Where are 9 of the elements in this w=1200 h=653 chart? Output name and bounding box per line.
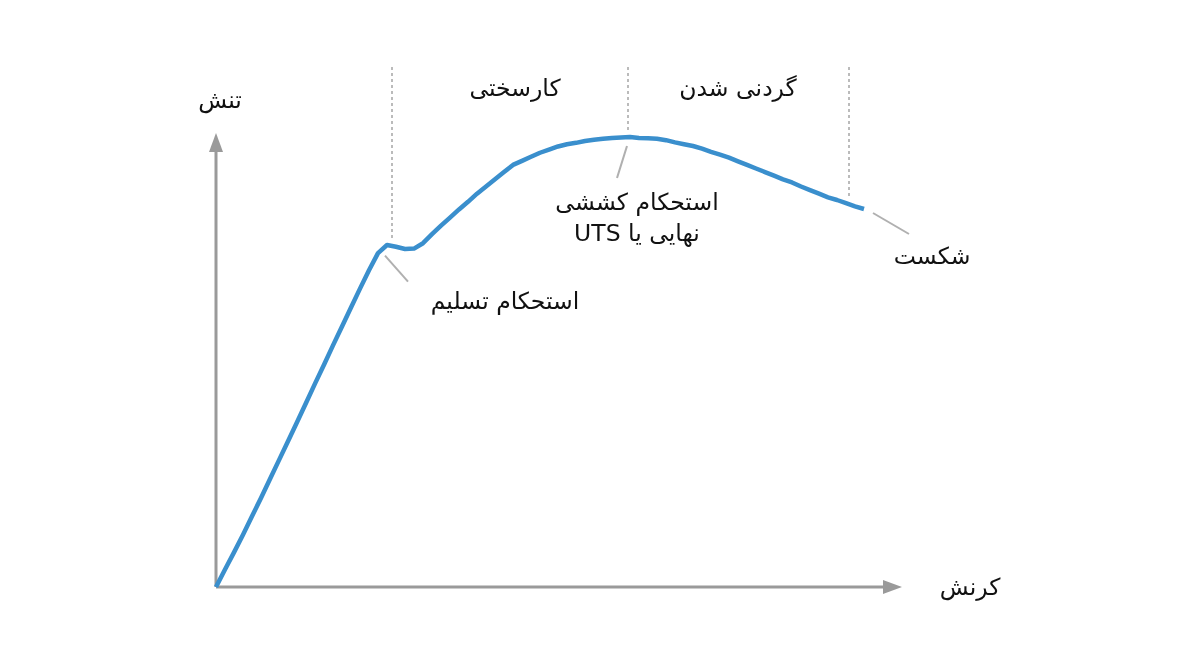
annotation: استحکام تسلیم (430, 286, 580, 315)
annotation: استحکام کششی نهایی یا UTS (555, 188, 719, 247)
ylabel: تنش (198, 86, 242, 114)
xlabel: کرنش (939, 573, 1001, 601)
annotation: گردنی شدن (679, 74, 797, 102)
annotation: استحکام کششی نهایی یا UTS (555, 145, 719, 247)
annotation: کارسختی (469, 74, 561, 102)
annotation: شکست (872, 212, 971, 270)
annotation: استحکام تسلیم (384, 254, 580, 315)
